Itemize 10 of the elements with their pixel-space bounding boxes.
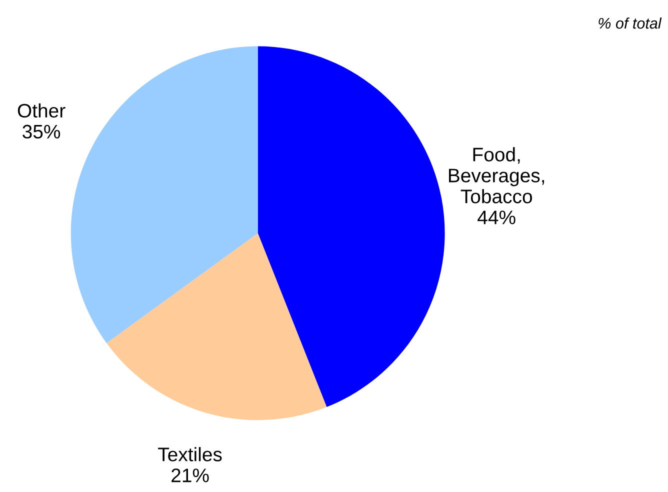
pie-slice <box>106 233 327 420</box>
pie-slice <box>70 46 258 344</box>
data-label: 44% <box>478 210 516 224</box>
data-label: 35% <box>22 124 60 139</box>
data-label: 21% <box>172 468 209 482</box>
pie-slice <box>258 46 445 408</box>
text: % of total <box>598 17 662 29</box>
slice-label: Textiles <box>158 447 222 462</box>
slice-label: Other <box>18 103 66 118</box>
slice-label: Food, Beverages, Tobacco <box>449 147 544 204</box>
